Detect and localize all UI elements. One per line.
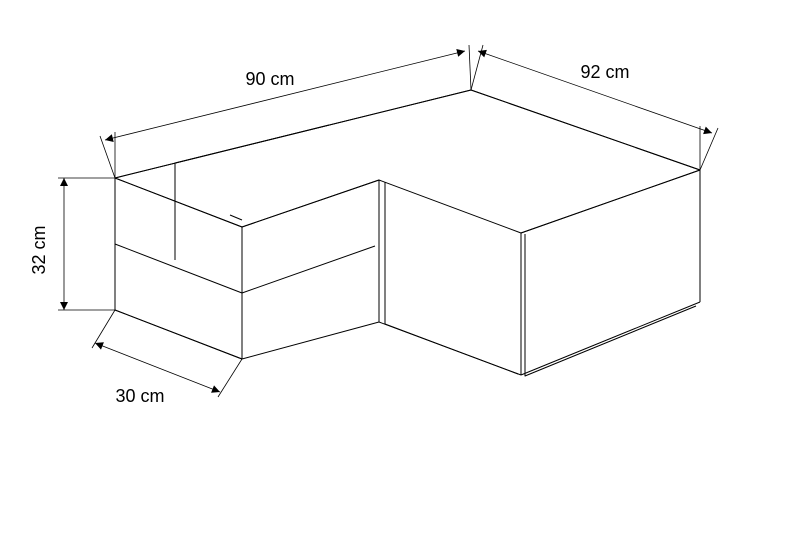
svg-text:92 cm: 92 cm xyxy=(580,62,629,82)
svg-text:90 cm: 90 cm xyxy=(245,69,294,89)
svg-text:32 cm: 32 cm xyxy=(29,225,49,274)
extension-lines xyxy=(58,45,718,397)
svg-text:30 cm: 30 cm xyxy=(115,386,164,406)
dimension-lines: 90 cm 92 cm 32 cm 30 cm xyxy=(29,47,713,406)
furniture-outline xyxy=(115,90,700,376)
technical-drawing: 90 cm 92 cm 32 cm 30 cm xyxy=(0,0,800,533)
